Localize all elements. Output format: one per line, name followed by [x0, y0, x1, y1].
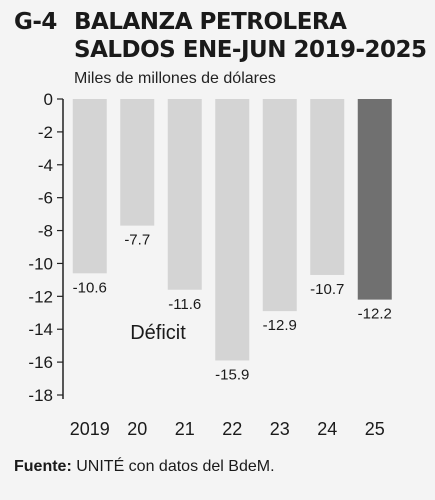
bar-value-label: -10.7	[310, 281, 344, 298]
title-line-1: BALANZA PETROLERA	[74, 9, 347, 35]
y-tick-label: -12	[28, 287, 53, 306]
y-tick-label: -6	[38, 189, 53, 208]
y-tick-label: 0	[44, 90, 53, 109]
x-tick-label: 22	[222, 419, 242, 439]
deficit-annotation: Déficit	[130, 322, 186, 344]
bar-value-label: -7.7	[124, 232, 150, 249]
chart-subtitle: Miles de millones de dólares	[74, 70, 276, 87]
y-axis-ticks: 0 -2 -4 -6 -8 -10 -12 -14 -16 -18	[28, 90, 63, 405]
bar-value-label: -12.9	[263, 317, 297, 334]
x-tick-label: 24	[317, 419, 337, 439]
chart-number: G-4	[14, 9, 57, 35]
bar-24	[310, 99, 345, 275]
x-tick-label: 23	[270, 419, 290, 439]
bar-value-label: -12.2	[358, 306, 392, 323]
y-tick-label: -18	[28, 386, 53, 405]
x-tick-label: 25	[365, 419, 385, 439]
source-text: UNITÉ con datos del BdeM.	[76, 458, 275, 475]
bar-value-label: -11.6	[168, 296, 201, 313]
x-tick-label: 20	[127, 419, 147, 439]
bar-21	[167, 99, 202, 290]
source-note: Fuente: UNITÉ con datos del BdeM.	[14, 458, 275, 476]
y-tick-label: -4	[38, 156, 53, 175]
y-tick-label: -16	[28, 353, 53, 372]
bar-22	[215, 99, 250, 361]
y-tick-label: -2	[38, 123, 53, 142]
bar-value-label: -15.9	[215, 366, 249, 383]
bars	[72, 99, 392, 361]
bar-value-labels: -10.6 -7.7 -11.6 -15.9 -12.9 -10.7 -12.2	[73, 232, 392, 384]
title-line-2: SALDOS ENE-JUN 2019-2025	[74, 37, 427, 63]
y-tick-label: -8	[38, 222, 53, 241]
x-tick-label: 21	[175, 419, 195, 439]
y-tick-label: -14	[28, 320, 53, 339]
bar-value-label: -10.6	[73, 279, 107, 296]
source-label: Fuente:	[14, 458, 72, 475]
x-tick-label: 2019	[70, 419, 110, 439]
x-axis-labels: 2019 20 21 22 23 24 25	[70, 419, 385, 439]
bar-2019	[72, 99, 107, 274]
y-tick-label: -10	[28, 254, 53, 273]
bar-23	[262, 99, 297, 312]
bar-20	[120, 99, 155, 226]
bar-25	[357, 99, 392, 300]
chart-title: G-4 BALANZA PETROLERA SALDOS ENE-JUN 2019…	[14, 8, 427, 64]
